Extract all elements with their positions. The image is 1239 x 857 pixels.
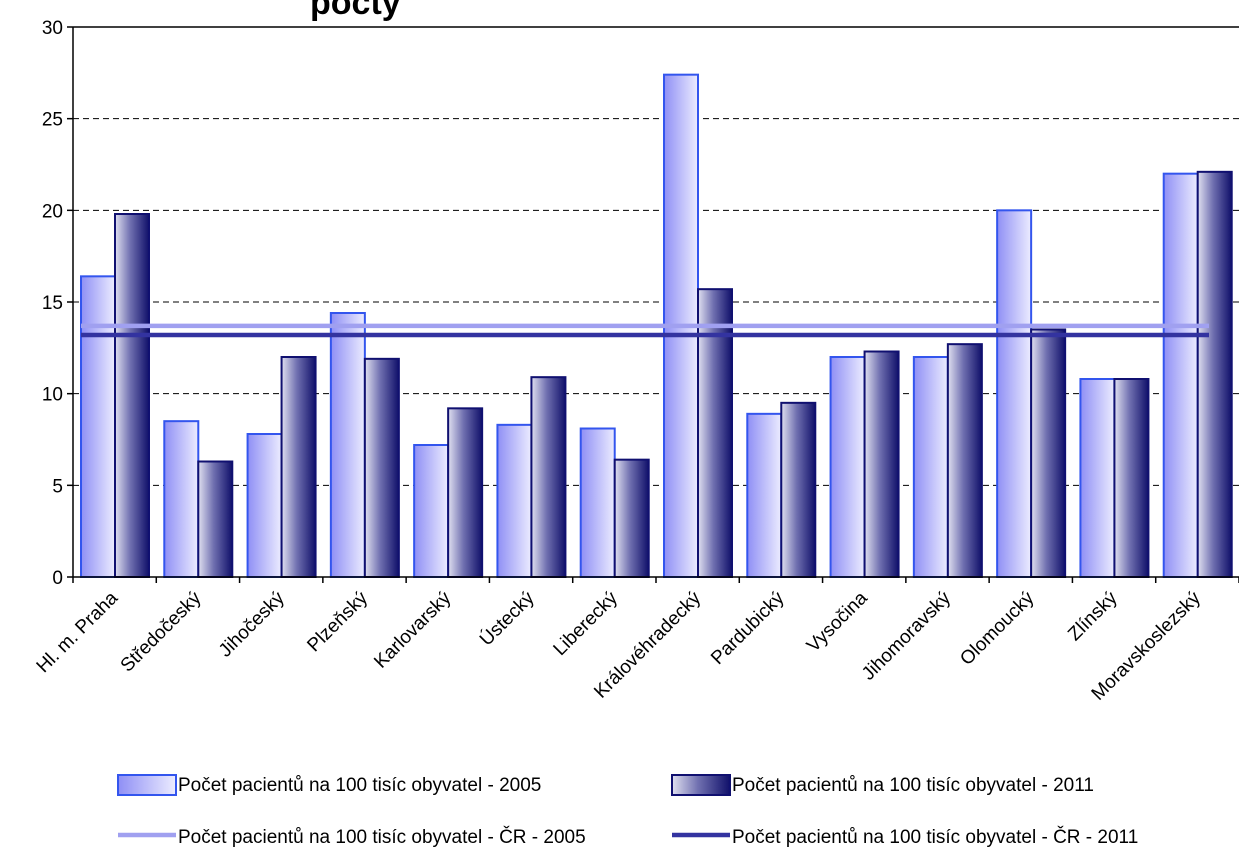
bar-2011 bbox=[697, 288, 733, 578]
y-axis-ticks: 0 5 10 15 20 25 30 bbox=[42, 18, 73, 589]
bar-2005 bbox=[329, 312, 366, 578]
bar-2005 bbox=[996, 209, 1033, 578]
bar-2005 bbox=[413, 444, 450, 578]
bar-2005 bbox=[163, 420, 200, 578]
legend-swatch bbox=[117, 774, 177, 796]
x-category-label: Pardubický bbox=[707, 587, 789, 669]
x-category-label: Hl. m. Praha bbox=[33, 587, 123, 677]
bar-2011 bbox=[447, 407, 484, 579]
axes bbox=[72, 26, 1239, 583]
bar-2011 bbox=[280, 356, 317, 578]
x-category-label: Liberecký bbox=[550, 587, 623, 660]
chart-title-fragment: počty bbox=[310, 0, 401, 22]
bar-2011 bbox=[780, 401, 817, 579]
bar-2011 bbox=[1196, 170, 1233, 578]
x-category-label: Karlovarský bbox=[370, 587, 455, 672]
reference-lines bbox=[81, 323, 1209, 338]
y-tick-label: 30 bbox=[42, 18, 63, 39]
y-tick-label: 20 bbox=[42, 201, 63, 222]
bar-2005 bbox=[80, 275, 116, 578]
bar-2005 bbox=[1162, 172, 1199, 579]
bar-2011 bbox=[863, 350, 900, 578]
y-tick-label: 10 bbox=[42, 385, 63, 406]
y-tick-label: 15 bbox=[42, 293, 63, 314]
legend: Počet pacientů na 100 tisíc obyvatel - 2… bbox=[117, 774, 1138, 848]
bar-2005 bbox=[746, 412, 783, 579]
bar-2011 bbox=[613, 458, 650, 578]
bar-2011 bbox=[197, 460, 234, 578]
bar-2005 bbox=[1079, 378, 1116, 578]
y-tick-label: 0 bbox=[52, 568, 63, 589]
legend-label: Počet pacientů na 100 tisíc obyvatel - 2… bbox=[178, 775, 541, 796]
x-category-label: Plzeňský bbox=[303, 587, 372, 656]
bar-2011 bbox=[363, 357, 400, 579]
bar-2005 bbox=[829, 356, 866, 578]
x-category-label: Zlínský bbox=[1064, 587, 1122, 645]
x-category-label: Jihomoravský bbox=[858, 587, 955, 684]
x-category-label: Ústecký bbox=[475, 587, 539, 651]
bar-2005 bbox=[912, 356, 949, 578]
legend-label: Počet pacientů na 100 tisíc obyvatel - 2… bbox=[732, 775, 1094, 796]
bar-2005 bbox=[496, 423, 533, 579]
bar-2005 bbox=[579, 427, 616, 578]
bars bbox=[80, 73, 1233, 579]
legend-swatch bbox=[671, 774, 731, 796]
x-category-label: Olomoucký bbox=[956, 587, 1038, 669]
bar-2011 bbox=[946, 343, 983, 578]
bar-2005 bbox=[246, 433, 283, 578]
x-category-label: Vysočina bbox=[803, 587, 872, 656]
y-tick-label: 5 bbox=[52, 476, 63, 497]
bar-2011 bbox=[1030, 328, 1067, 578]
legend-label: Počet pacientů na 100 tisíc obyvatel - Č… bbox=[178, 826, 586, 848]
bar-2011 bbox=[1113, 378, 1150, 578]
x-category-label: Středočeský bbox=[117, 587, 206, 676]
legend-label: Počet pacientů na 100 tisíc obyvatel - Č… bbox=[732, 826, 1138, 848]
y-tick-label: 25 bbox=[42, 110, 63, 131]
bar-2011 bbox=[530, 376, 567, 578]
x-category-label: Jihočeský bbox=[215, 587, 289, 661]
bar-2011 bbox=[114, 213, 150, 578]
